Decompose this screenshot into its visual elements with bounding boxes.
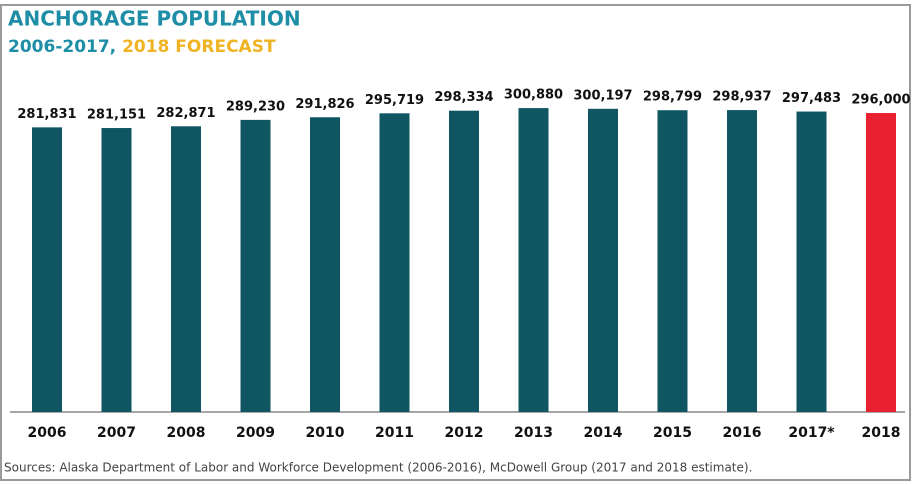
x-tick-label: 2008 <box>167 425 206 441</box>
bar <box>518 108 549 412</box>
bar <box>866 113 896 412</box>
value-label: 297,483 <box>782 91 841 106</box>
bar <box>796 111 827 412</box>
chart-subtitle: 2006-2017, 2018 FORECAST <box>8 37 276 57</box>
value-label: 295,719 <box>365 93 424 108</box>
value-label: 298,799 <box>643 90 702 105</box>
x-tick-label: 2013 <box>514 425 553 441</box>
x-tick-label: 2016 <box>723 425 762 441</box>
value-label: 291,826 <box>295 97 354 112</box>
subtitle-range: 2006-2017, <box>8 37 116 57</box>
x-tick-label: 2018 <box>862 425 901 441</box>
bar <box>240 119 271 413</box>
value-label: 289,230 <box>226 99 285 114</box>
value-label: 298,334 <box>434 90 493 105</box>
bar <box>171 126 201 412</box>
x-tick-label: 2011 <box>375 425 414 441</box>
bar <box>657 110 688 412</box>
value-label: 300,197 <box>573 88 632 103</box>
bar <box>310 117 340 412</box>
value-label: 300,880 <box>504 88 563 103</box>
x-tick-label: 2014 <box>584 425 623 441</box>
bar <box>449 110 479 412</box>
x-tick-label: 2009 <box>236 425 275 441</box>
bar <box>379 113 410 413</box>
bar <box>101 128 132 413</box>
chart-title: ANCHORAGE POPULATION <box>8 7 301 31</box>
value-label: 282,871 <box>156 106 215 121</box>
x-tick-label: 2012 <box>445 425 484 441</box>
value-label: 281,151 <box>87 108 146 123</box>
frame <box>0 4 911 481</box>
value-label: 296,000 <box>851 93 910 108</box>
bar <box>727 110 757 412</box>
subtitle-forecast: 2018 FORECAST <box>122 37 276 57</box>
bar <box>588 108 618 413</box>
x-tick-label: 2015 <box>653 425 692 441</box>
value-label: 281,831 <box>17 107 76 122</box>
value-label: 298,937 <box>712 90 771 105</box>
x-tick-label: 2007 <box>97 425 136 441</box>
x-tick-label: 2006 <box>28 425 67 441</box>
bar <box>32 127 62 412</box>
source-note: Sources: Alaska Department of Labor and … <box>4 461 752 475</box>
x-tick-label: 2017* <box>788 425 835 441</box>
x-tick-label: 2010 <box>306 425 345 441</box>
